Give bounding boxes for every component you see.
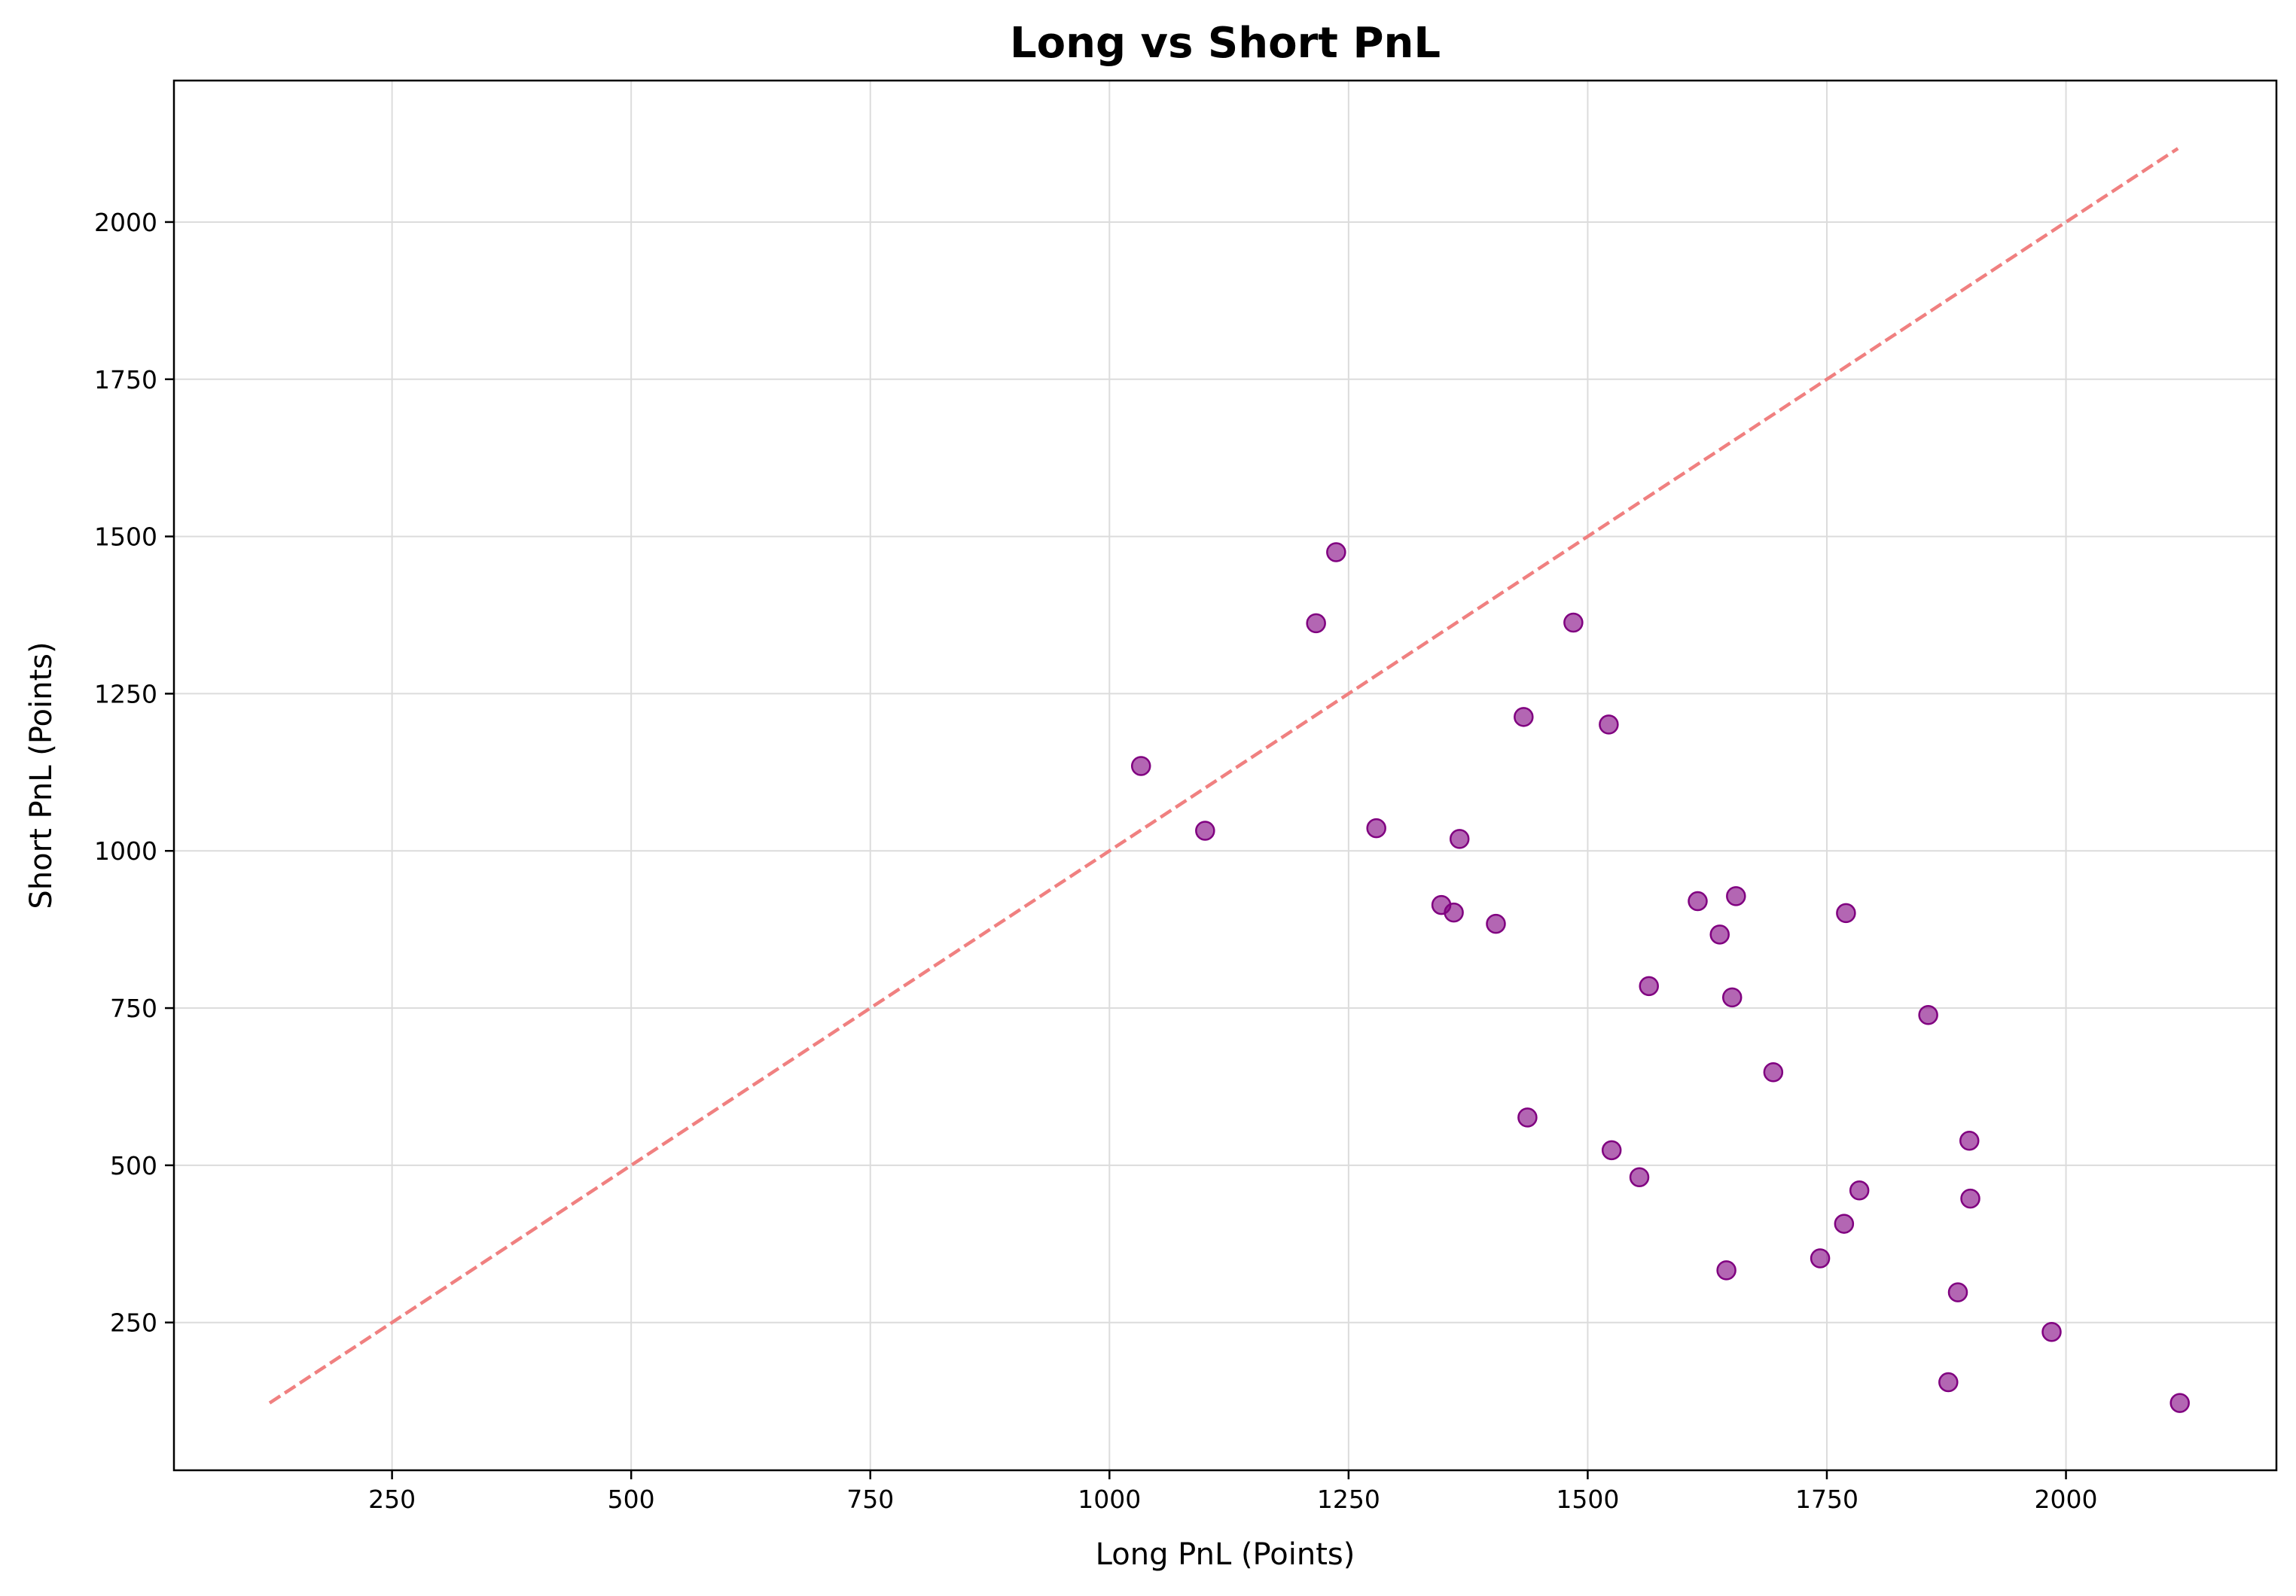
scatter-point <box>1563 612 1584 633</box>
y-tick-label: 1500 <box>94 522 157 552</box>
x-tick-label: 750 <box>846 1485 894 1514</box>
scatter-point <box>1834 1214 1855 1234</box>
plot-frame <box>172 79 2278 1472</box>
x-tick-label: 1500 <box>1556 1485 1619 1514</box>
scatter-point <box>1599 714 1619 735</box>
x-axis-ticks: 250 500 750 1000 1250 1500 1750 2000 <box>368 1470 2098 1514</box>
grid-lines <box>174 81 2276 1470</box>
scatter-point <box>1130 756 1151 776</box>
scatter-point <box>1306 613 1326 634</box>
reference-line <box>268 147 2179 1405</box>
y-tick-label: 1000 <box>94 836 157 866</box>
scatter-point <box>1486 913 1506 934</box>
x-tick-label: 1750 <box>1795 1485 1858 1514</box>
scatter-point <box>1810 1248 1831 1269</box>
x-tick-label: 500 <box>608 1485 655 1514</box>
scatter-point <box>1763 1062 1784 1083</box>
scatter-point <box>1514 707 1534 727</box>
x-tick-label: 2000 <box>2035 1485 2098 1514</box>
scatter-point <box>2041 1321 2062 1342</box>
chart-title: Long vs Short PnL <box>1010 19 1441 68</box>
scatter-point <box>1947 1282 1968 1302</box>
y-tick-label: 250 <box>110 1308 157 1338</box>
y-tick-label: 500 <box>110 1151 157 1180</box>
scatter-point <box>1517 1107 1538 1128</box>
scatter-point <box>1326 542 1346 562</box>
scatter-point <box>1709 924 1730 945</box>
scatter-point <box>1444 902 1464 923</box>
scatter-point <box>1938 1372 1959 1393</box>
y-axis-ticks: 250 500 750 1000 1250 1500 1750 2000 <box>94 208 174 1338</box>
reference-line-layer <box>268 147 2179 1405</box>
scatter-point <box>1366 818 1386 839</box>
scatter-point <box>1960 1188 1980 1209</box>
x-tick-label: 1250 <box>1317 1485 1380 1514</box>
scatter-point <box>1849 1180 1870 1201</box>
scatter-point <box>1836 903 1856 924</box>
y-tick-label: 1750 <box>94 365 157 394</box>
y-tick-label: 750 <box>110 994 157 1023</box>
scatter-point <box>1601 1140 1622 1161</box>
scatter-point <box>1688 891 1708 912</box>
y-tick-label: 1250 <box>94 679 157 708</box>
scatter-point <box>1639 976 1659 997</box>
scatter-point <box>2169 1393 2190 1413</box>
scatter-point <box>1721 987 1743 1008</box>
scatter-point <box>1959 1131 1980 1151</box>
scatter-point <box>1716 1260 1736 1281</box>
scatter-point <box>1918 1004 1938 1025</box>
y-tick-label: 2000 <box>94 208 157 237</box>
scatter-point <box>1726 886 1746 906</box>
x-axis-label: Long PnL (Points) <box>1096 1537 1355 1572</box>
scatter-point <box>1629 1167 1650 1188</box>
scatter-point <box>1449 829 1470 849</box>
x-tick-label: 250 <box>368 1485 416 1514</box>
x-tick-label: 1000 <box>1078 1485 1141 1514</box>
scatter-point <box>1195 821 1215 841</box>
data-points <box>1130 542 2190 1413</box>
y-axis-label: Short PnL (Points) <box>24 641 59 909</box>
